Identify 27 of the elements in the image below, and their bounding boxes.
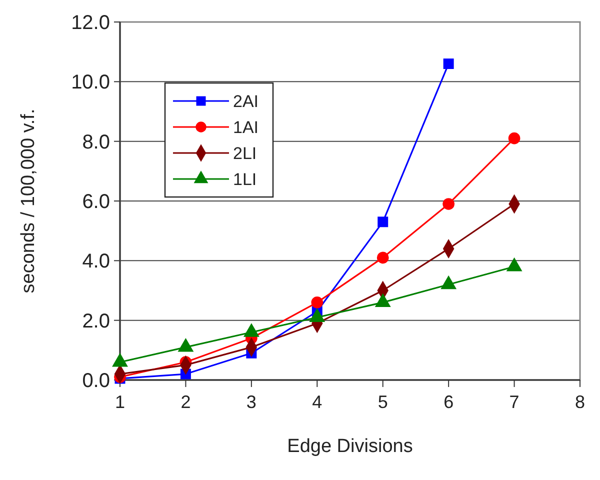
point	[508, 132, 520, 144]
x-tick-label: 6	[444, 392, 454, 412]
point	[442, 198, 454, 210]
point	[376, 252, 389, 264]
point	[378, 216, 388, 228]
y-tick-label: 12.0	[71, 12, 110, 34]
y-tick-label: 8.0	[82, 131, 110, 154]
legend-label: 1AI	[233, 118, 259, 137]
legend-label: 2LI	[233, 144, 257, 163]
x-tick-label: 4	[312, 392, 322, 412]
x-tick-label: 3	[246, 392, 256, 412]
x-tick-label: 2	[180, 392, 191, 412]
y-tick-label: 4.0	[82, 250, 110, 273]
y-tick-label: 2.0	[82, 310, 110, 332]
legend-label: 1LI	[233, 170, 257, 189]
x-tick-label: 8	[574, 392, 586, 412]
y-tick-label: 10.0	[71, 72, 110, 94]
y-tick-label: 6.0	[82, 191, 110, 213]
x-axis-title: Edge Divisions	[287, 436, 413, 457]
x-tick-label: 1	[114, 392, 126, 412]
x-tick-label: 7	[509, 392, 520, 412]
point	[443, 58, 454, 70]
y-tick-label: 0.0	[82, 370, 110, 392]
y-axis-title: seconds / 100,000 v.f.	[18, 108, 39, 294]
x-tick-label: 5	[378, 392, 388, 412]
point	[311, 296, 324, 308]
legend-label: 2AI	[233, 92, 259, 111]
